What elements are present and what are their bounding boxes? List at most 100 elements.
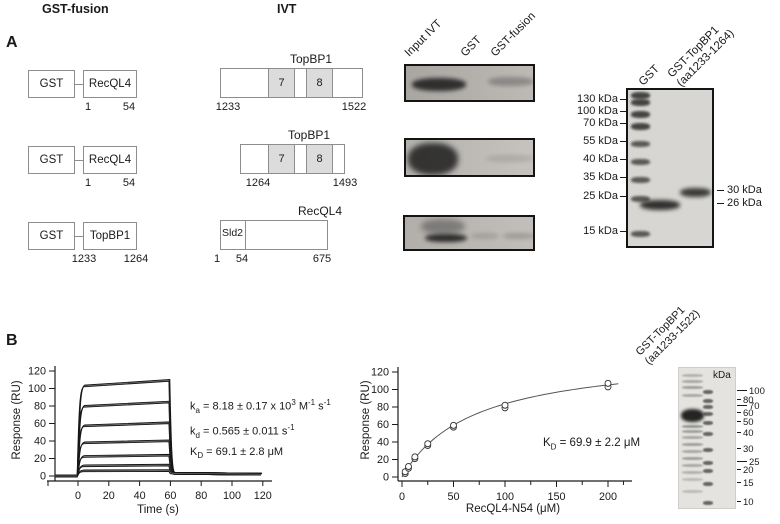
x-tick-label: 80 (195, 490, 207, 502)
band-annotation-label: 26 kDa (727, 197, 762, 209)
blot-band (488, 77, 533, 86)
blot-band (412, 78, 466, 91)
gel-lane-label-fusion: GST-TopBP1 (aa1233-1264) (666, 18, 738, 90)
gel-b-marker-label: 70 (749, 401, 760, 412)
partner-box: RecQL4 (83, 146, 137, 174)
band-annotation-tick (717, 203, 724, 205)
ladder-band (631, 159, 650, 165)
x-tick-label: 0 (399, 491, 405, 503)
partner-box: TopBP1 (83, 222, 137, 250)
residue-start: 1 (84, 101, 92, 113)
gst-label: GST (39, 78, 64, 90)
gel-b-marker-label: 25 (749, 457, 760, 468)
brct7-label: 7 (278, 153, 285, 165)
blot-band (425, 234, 467, 242)
sample-lane-band (682, 394, 703, 397)
sample-lane-band (682, 464, 703, 467)
data-point (501, 401, 509, 409)
residue-675: 675 (312, 253, 332, 265)
construct-box (220, 220, 328, 250)
gel-b-marker-label: 15 (743, 478, 754, 489)
residue-start: 1233 (71, 253, 97, 265)
ladder-tick (620, 196, 626, 198)
blot-band (486, 155, 533, 162)
x-tick-label: 100 (496, 491, 514, 503)
gel-b-marker-tick (737, 390, 747, 392)
coomassie-gel-b (678, 367, 736, 509)
y-tick-label: 100 (371, 384, 389, 396)
gel-b-marker-tick (737, 412, 741, 414)
ladder-band (631, 123, 650, 130)
blot-band (471, 233, 499, 239)
sample-lane-band (682, 443, 703, 446)
ladder-tick (620, 141, 626, 143)
gst-box: GST (28, 70, 75, 98)
lane-label-gst: GST (458, 34, 485, 60)
ladder-band (703, 421, 713, 425)
gel-b-marker-tick (737, 448, 741, 450)
sample-lane-band (682, 478, 703, 481)
linker-line (75, 84, 83, 85)
kinetics-text: ka = 8.18 ± 0.17 x 103 M-1 s-1 kd = 0.565… (190, 398, 331, 460)
partner-label: RecQL4 (88, 154, 132, 166)
y-tick-label: 20 (34, 453, 46, 465)
ladder-tick (620, 123, 626, 125)
ladder-band (631, 99, 650, 106)
ladder-band (703, 469, 713, 473)
sample-lane-band (682, 490, 703, 493)
x-tick-label: 120 (254, 490, 272, 502)
ladder-band (703, 390, 713, 394)
brct7-domain: 7 (268, 68, 295, 98)
linker-line (75, 160, 83, 161)
sld2-domain-label: Sld2 (222, 227, 244, 239)
fit-curve (401, 383, 619, 478)
gel-b-marker-tick (737, 501, 741, 503)
ladder-weight-label: 35 kDa (583, 171, 618, 183)
pulldown-blot-2 (404, 138, 535, 177)
partner-label: TopBP1 (89, 230, 131, 242)
brct8-label: 8 (316, 77, 323, 89)
data-point (405, 463, 412, 470)
gst-topbp1-band (680, 188, 711, 197)
residue-54: 54 (235, 253, 249, 265)
ladder-band (631, 92, 650, 99)
gel-b-marker-label: 80 (743, 395, 754, 406)
gel-b-marker-tick (737, 399, 741, 401)
ladder-band (703, 432, 713, 436)
brct7-label: 7 (278, 77, 285, 89)
lane-label-input-ivt: Input IVT (402, 17, 445, 60)
ladder-tick (620, 177, 626, 179)
residue-1: 1 (213, 253, 221, 265)
lane-label-gst-fusion: GST-fusion (488, 10, 538, 60)
pulldown-blot-3 (403, 215, 535, 251)
sample-lane-band (682, 450, 703, 453)
ladder-tick (620, 111, 626, 113)
residue-start: 1264 (245, 177, 271, 189)
kd-annotation: KD = 69.9 ± 2.2 μM (543, 437, 641, 452)
ladder-band (703, 448, 713, 452)
brct7-domain: 7 (268, 144, 295, 174)
partner-box: RecQL4 (83, 70, 137, 98)
ladder-weight-label: 15 kDa (583, 225, 618, 237)
gel-b-marker-tick (737, 461, 747, 463)
blot-band (503, 233, 533, 239)
x-tick-label: 50 (447, 491, 459, 503)
ladder-weight-label: 70 kDa (583, 117, 618, 129)
gel-b-marker-tick (737, 432, 741, 434)
gel-b-main-band (681, 409, 704, 422)
residue-end: 54 (122, 101, 136, 113)
data-point (424, 440, 432, 448)
ladder-tick (620, 99, 626, 101)
column-header-gst-fusion: GST-fusion (42, 2, 109, 16)
ladder-tick (620, 159, 626, 161)
gel-b-marker-label: 100 (749, 386, 765, 397)
y-tick-label: 20 (377, 454, 389, 466)
ladder-band (631, 111, 650, 118)
residue-end: 1493 (332, 177, 358, 189)
gel-b-marker-tick (737, 421, 741, 423)
construct-title: TopBP1 (287, 128, 331, 142)
y-tick-label: 60 (377, 419, 389, 431)
y-tick-label: 120 (371, 367, 389, 379)
data-point (604, 379, 612, 387)
ladder-band (703, 482, 713, 486)
